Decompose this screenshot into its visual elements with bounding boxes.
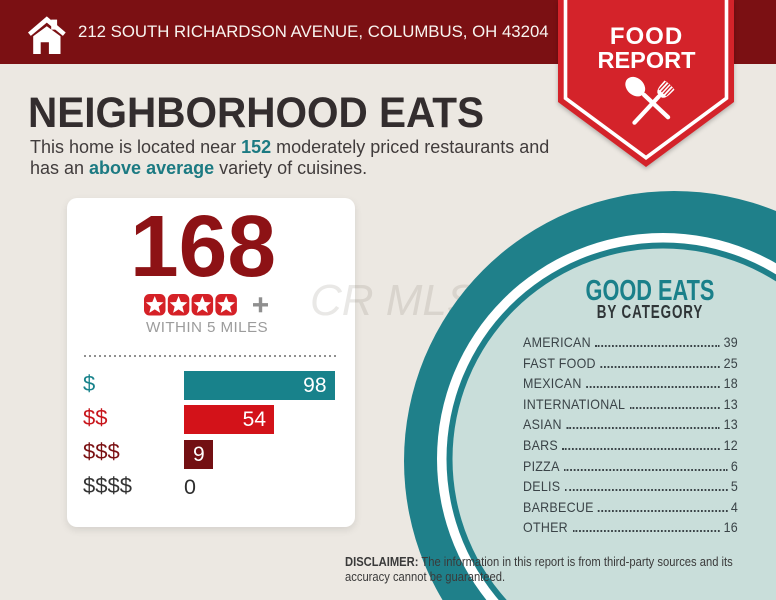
svg-text:FOOD: FOOD — [610, 23, 683, 50]
svg-text:REPORT: REPORT — [598, 47, 697, 73]
